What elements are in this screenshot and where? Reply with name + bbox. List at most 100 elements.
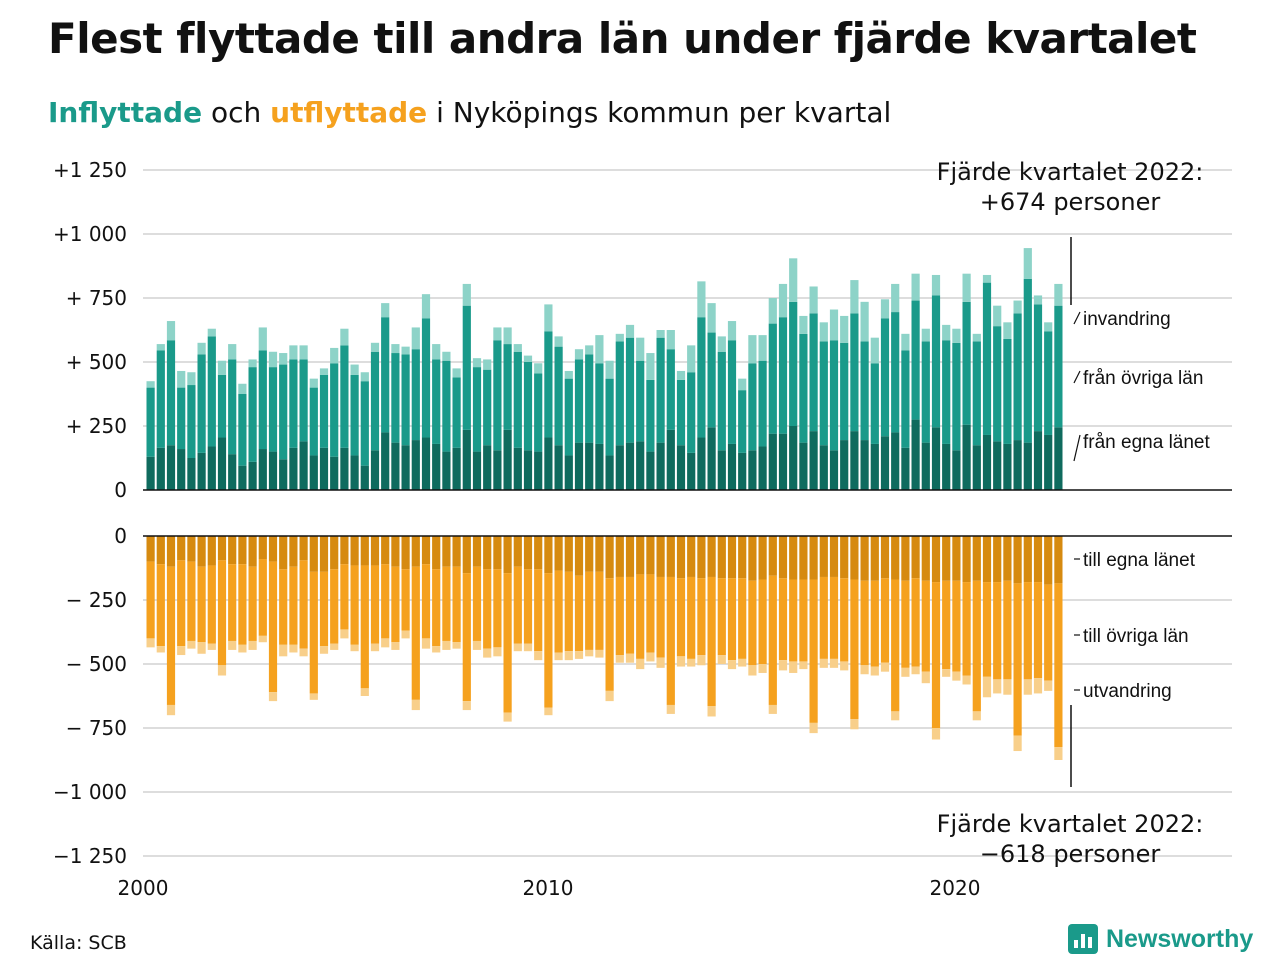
outflow-bar-own [982,536,992,583]
outflow-bar-other [523,569,533,644]
outflow-bar-own [299,536,308,561]
inflow-bar-immig [462,283,471,306]
inflow-bar-own [228,454,237,490]
outflow-bar-own [585,536,594,572]
inflow-bar-other [258,350,267,450]
inflow-bar-immig [778,283,788,318]
outflow-bar-other [289,566,298,645]
outflow-bar-own [238,536,247,565]
outflow-bar-other [381,564,390,639]
outflow-bar-emig [1003,679,1012,695]
inflow-bar-immig [1003,322,1012,339]
outflow-bar-other [228,564,237,641]
outflow-bar-own [340,536,349,565]
outflow-bar-other [768,575,777,705]
outflow-bar-own [595,536,604,572]
outflow-bar-other [982,582,992,677]
inflow-bar-own [207,446,216,490]
inflow-bar-immig [789,258,798,302]
outflow-bar-other [717,578,726,656]
inflow-bar-immig [738,378,747,391]
inflow-bar-immig [421,294,431,319]
outflow-bar-other [850,579,859,720]
inflow-bar-other [860,341,869,441]
inflow-bar-other [748,363,757,451]
outflow-bar-own [1054,536,1063,584]
outflow-bar-emig [921,671,930,684]
outflow-bar-own [748,536,757,581]
outflow-bar-other [697,578,706,656]
outflow-bar-own [564,536,573,572]
outflow-bar-own [880,536,890,579]
outflow-bar-emig [748,665,757,676]
inflow-bar-own [564,455,573,490]
outflow-bar-emig [656,657,665,668]
inflow-bar-other [676,379,686,446]
inflow-bar-other [574,359,584,443]
outflow-bar-own [330,536,339,570]
outflow-bar-emig [432,646,441,653]
outflow-bar-own [758,536,767,580]
inflow-bar-own [350,455,359,490]
inflow-bar-own [523,450,533,490]
inflow-bar-other [901,350,910,448]
inflow-bar-own [421,437,431,490]
outflow-bar-own [483,536,492,570]
outflow-bar-emig [370,643,380,652]
inflow-bar-other [952,342,961,451]
inflow-bar-other [503,344,512,430]
outflow-bar-other [687,576,696,659]
outflow-bar-own [972,536,981,581]
inflow-bar-other [942,340,951,444]
outflow-bar-other [238,564,247,645]
inflow-bar-own [891,432,900,490]
outflow-bar-other [564,571,573,652]
outflow-bar-emig [421,638,431,649]
inflow-bar-immig [585,345,594,355]
outflow-bar-emig [258,635,267,643]
inflow-bar-own [676,445,686,490]
inflow-bar-other [656,337,665,443]
outflow-bar-own [666,536,675,577]
chart-subtitle: Inflyttade och utflyttade i Nyköpings ko… [48,96,891,129]
inflow-bar-other [483,369,492,446]
outflow-bar-emig [942,669,951,677]
inflow-bar-immig [840,315,849,343]
inflow-bar-immig [860,301,869,342]
inflow-bar-other [360,381,369,466]
inflow-bar-own [1054,427,1063,490]
series-leader-in [1073,370,1081,384]
inflow-bar-own [778,433,788,490]
inflow-bar-immig [993,305,1002,327]
outflow-bar-other [778,578,788,661]
series-label-out: till egna länet [1083,550,1196,571]
newsworthy-logo[interactable]: Newsworthy [1068,924,1253,954]
inflow-bar-other [279,364,288,460]
inflow-bar-immig [207,328,216,337]
outflow-bar-other [1023,582,1032,680]
inflow-bar-own [544,437,553,490]
outflow-bar-own [574,536,584,576]
chart-title: Flest flyttade till andra län under fjär… [48,14,1197,63]
inflow-bar-own [962,424,971,490]
inflow-bar-other [595,363,604,444]
outflow-bar-other [1054,583,1063,748]
inflow-bar-immig [350,364,359,375]
outflow-bar-other [452,566,461,643]
outflow-bar-other [585,571,594,650]
outflow-bar-own [370,536,380,566]
outflow-bar-other [727,578,737,661]
inflow-bar-own [1033,431,1043,490]
outflow-bar-emig [1044,680,1053,691]
subtitle-inflyttade: Inflyttade [48,96,203,129]
outflow-bar-other [472,566,482,641]
outflow-bar-emig [146,638,155,648]
inflow-bar-other [330,363,339,457]
inflow-bar-immig [687,345,696,373]
outflow-bar-own [421,536,431,565]
outflow-bar-emig [778,660,788,671]
outflow-bar-emig [615,655,624,663]
inflow-bar-other [799,333,808,443]
inflow-bar-immig [768,298,777,324]
outflow-bar-own [952,536,961,581]
